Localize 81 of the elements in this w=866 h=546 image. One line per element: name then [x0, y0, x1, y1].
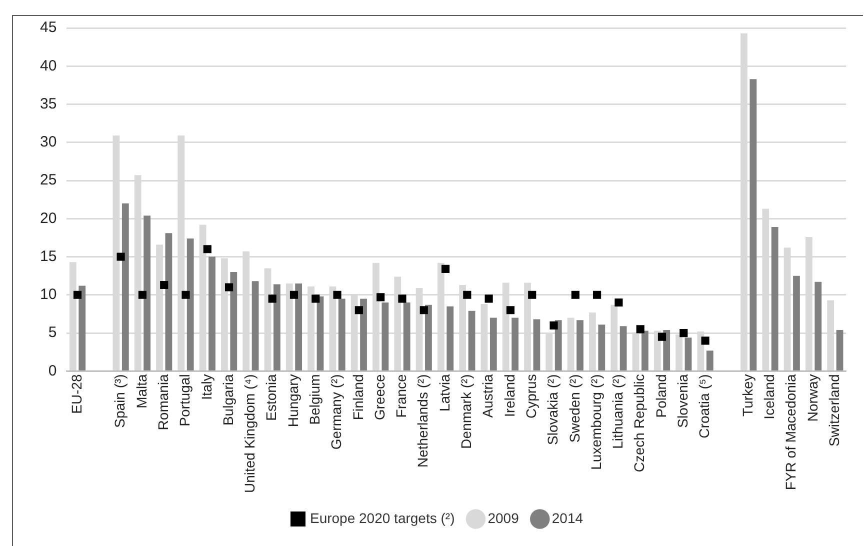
x-tick-label: Iceland: [761, 374, 778, 420]
y-tick-label: 40: [40, 57, 57, 74]
x-tick-label: Portugal: [176, 374, 193, 426]
x-tick-label: Hungary: [284, 374, 301, 428]
legend-label: 2014: [552, 510, 584, 526]
legend-label: Europe 2020 targets (²): [310, 510, 455, 526]
y-tick-label: 45: [40, 19, 57, 36]
bar: [771, 227, 778, 370]
bar: [122, 203, 129, 370]
bar: [814, 282, 822, 370]
x-tick-label: Norway: [804, 374, 820, 422]
y-tick-label: 30: [40, 134, 57, 151]
x-tick-label: Croatia (⁵): [696, 374, 712, 438]
bar: [684, 338, 692, 370]
x-tick-label: Italy: [198, 374, 214, 400]
y-tick-label: 20: [40, 210, 57, 227]
x-tick-label: Ireland: [501, 374, 518, 417]
bar: [468, 310, 476, 370]
x-tick-label: FYR of Macedonia: [782, 374, 799, 490]
x-tick-label: Luxembourg (²): [588, 374, 604, 470]
bar: [252, 281, 259, 370]
bar: [490, 318, 497, 370]
x-tick-label: Austria: [480, 374, 496, 418]
x-tick-label: Turkey: [739, 374, 756, 416]
bar: [793, 276, 800, 370]
x-tick-label: Poland: [652, 374, 669, 418]
bar: [446, 306, 454, 370]
bar: [273, 284, 280, 370]
bar: [620, 326, 627, 370]
bar: [186, 238, 194, 370]
bar: [836, 330, 844, 370]
x-tick-label: Sweden (²): [566, 374, 582, 443]
x-tick-label: Bulgaria: [220, 374, 236, 426]
x-tick-label: Netherlands (²): [414, 374, 431, 468]
x-tick-label: Germany (²): [328, 374, 344, 450]
x-tick-label: Cyprus: [522, 374, 539, 419]
y-tick-label: 5: [48, 324, 57, 342]
x-tick-label: Greece: [371, 374, 388, 420]
x-tick-label: Latvia: [436, 374, 452, 412]
bar: [144, 216, 150, 370]
bar: [554, 320, 562, 370]
bar: [663, 330, 670, 370]
bar: [576, 320, 584, 370]
bar: [230, 272, 238, 370]
x-tick-label: Finland: [350, 374, 366, 420]
x-tick-label: Estonia: [263, 374, 280, 421]
y-tick-label: 35: [40, 95, 57, 112]
bar: [598, 324, 606, 370]
y-tick-label: 15: [40, 248, 57, 265]
bar: [360, 298, 367, 370]
x-tick-label: EU-28: [68, 374, 84, 414]
bar: [382, 302, 389, 370]
bar: [316, 296, 324, 370]
bar: [425, 304, 432, 370]
bar: [165, 233, 172, 370]
x-tick-label: Malta: [133, 374, 150, 408]
x-tick-label: Romania: [154, 374, 171, 430]
y-tick-label: 0: [48, 362, 57, 380]
bar: [78, 286, 86, 370]
y-tick-label: 10: [40, 286, 57, 304]
x-tick-label: Slovakia (²): [544, 374, 561, 445]
x-tick-label: Slovenia: [674, 374, 690, 428]
bar: [403, 302, 410, 370]
x-tick-label: Switzerland: [826, 374, 842, 447]
bar: [208, 256, 216, 370]
bar: [750, 79, 757, 370]
legend-label: 2009: [488, 510, 520, 526]
x-tick-label: France: [393, 374, 410, 418]
bar: [706, 350, 714, 370]
y-tick-label: 25: [40, 172, 57, 189]
bar: [338, 298, 346, 370]
x-tick-label: Belgium: [306, 374, 322, 425]
x-tick-label: Czech Republic: [631, 374, 648, 472]
x-tick-label: Denmark (²): [458, 374, 474, 449]
x-tick-label: Lithuania (²): [610, 374, 626, 449]
x-tick-label: Spain (³): [112, 374, 128, 428]
bar: [641, 330, 648, 370]
bar: [295, 283, 302, 370]
x-tick-label: United Kingdom (⁴): [242, 374, 258, 493]
bar: [533, 319, 540, 370]
bar: [512, 318, 519, 370]
